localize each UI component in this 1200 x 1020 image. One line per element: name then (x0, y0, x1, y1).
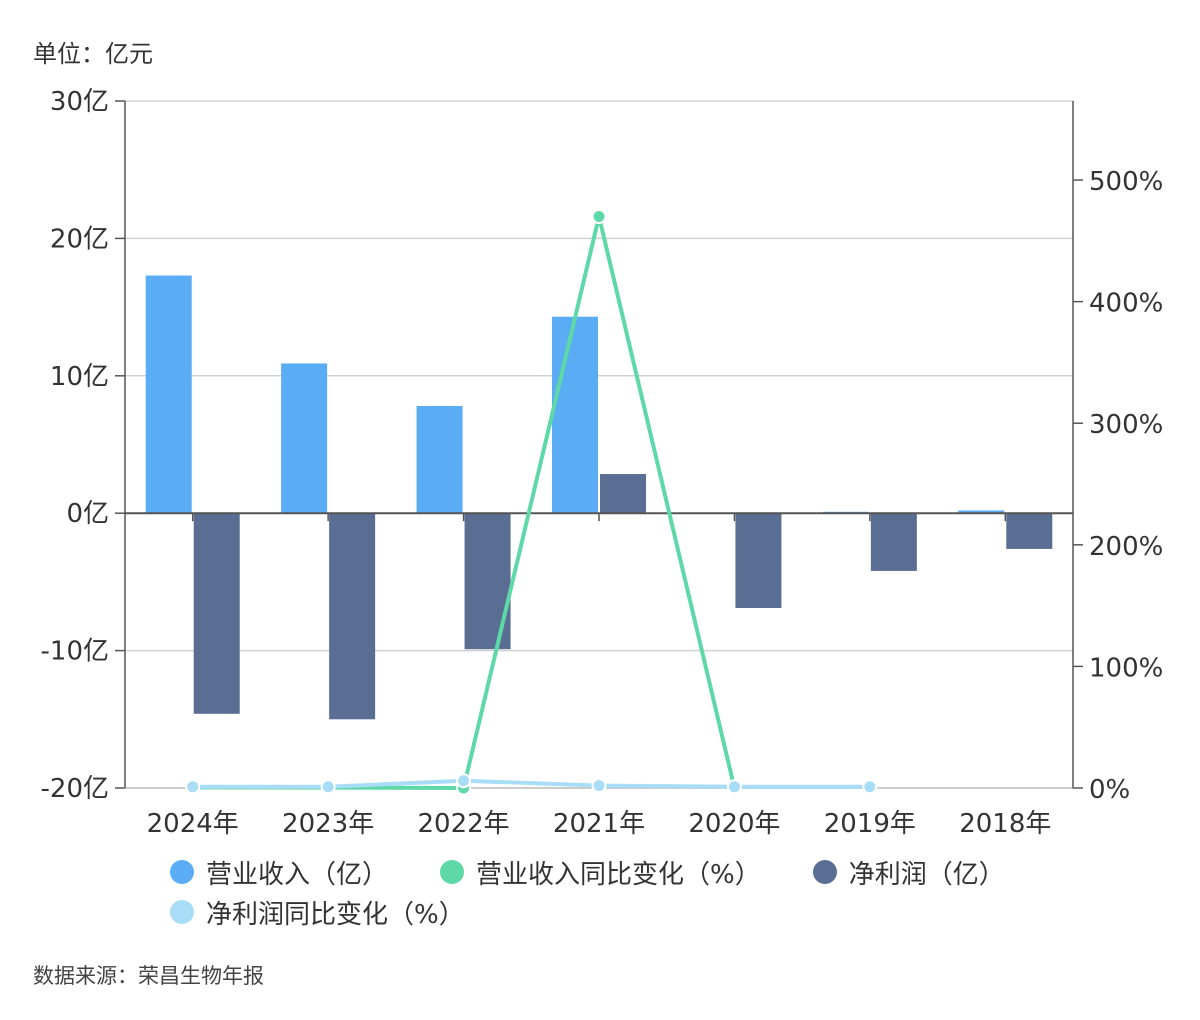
right-tick-label: 400% (1089, 289, 1163, 319)
left-tick-label: 0亿 (66, 499, 109, 529)
bar-net-profit (600, 474, 646, 514)
bar-net-profit (1006, 513, 1053, 549)
legend-dot-icon (170, 900, 194, 924)
legend: 营业收入（亿） 营业收入同比变化（%） 净利润（亿） 净利润同比变化（%） (170, 852, 1070, 932)
line-profit-yoy (192, 778, 870, 789)
line-point (591, 778, 607, 794)
bar-net-profit (870, 513, 917, 571)
legend-dot-icon (812, 860, 837, 884)
line-revenue-yoy (192, 216, 737, 791)
bar-net-profit (735, 513, 782, 609)
x-tick-label: 2021年 (553, 809, 645, 839)
legend-item[interactable]: 营业收入（亿） (170, 852, 388, 892)
legend-dot-icon (170, 860, 194, 884)
left-tick-label: 30亿 (50, 87, 109, 117)
legend-item[interactable]: 净利润同比变化（%） (170, 892, 465, 932)
bar-revenue (958, 510, 1005, 514)
x-tick-label: 2024年 (147, 809, 239, 839)
legend-item[interactable]: 营业收入同比变化（%） (440, 852, 761, 892)
left-tick-label: -10亿 (41, 637, 109, 667)
right-tick-label: 0% (1089, 775, 1130, 805)
unit-label: 单位：亿元 (33, 40, 153, 68)
source-note: 数据来源：荣昌生物年报 (33, 964, 264, 988)
left-tick-label: -20亿 (41, 774, 109, 804)
x-tick-label: 2023年 (282, 809, 374, 839)
left-tick-label: 20亿 (50, 224, 109, 254)
left-tick-label: 10亿 (50, 362, 109, 392)
bar-revenue (281, 363, 328, 514)
line-point (862, 779, 878, 795)
bar-net-profit (329, 513, 376, 720)
legend-dot-icon (440, 860, 465, 884)
x-tick-label: 2019年 (824, 809, 916, 839)
line-point (185, 779, 201, 795)
legend-label: 营业收入（亿） (206, 859, 389, 890)
right-tick-label: 500% (1089, 167, 1163, 197)
line-point (320, 779, 336, 795)
legend-label: 净利润同比变化（%） (206, 899, 465, 930)
right-tick-label: 300% (1089, 410, 1163, 440)
legend-item[interactable]: 净利润（亿） (812, 852, 1005, 892)
bar-revenue (416, 406, 463, 514)
bar-revenue (552, 316, 598, 514)
line-point (591, 209, 607, 225)
combo-chart: -20亿 -10亿 0亿 10亿 20亿 30亿 0% 100% 200% 300% 400% 500… (41, 87, 1164, 839)
x-tick-label: 2020年 (688, 809, 780, 839)
line-point (726, 779, 742, 795)
line-point (456, 773, 472, 789)
x-tick-label: 2018年 (959, 809, 1051, 839)
right-tick-label: 200% (1089, 532, 1163, 562)
bar-net-profit (464, 513, 511, 650)
legend-label: 净利润（亿） (848, 859, 1005, 890)
right-tick-label: 100% (1089, 653, 1163, 683)
legend-label: 营业收入同比变化（%） (476, 859, 761, 890)
bar-net-profit (193, 513, 240, 714)
bar-revenue (145, 275, 192, 514)
x-tick-label: 2022年 (417, 809, 509, 839)
